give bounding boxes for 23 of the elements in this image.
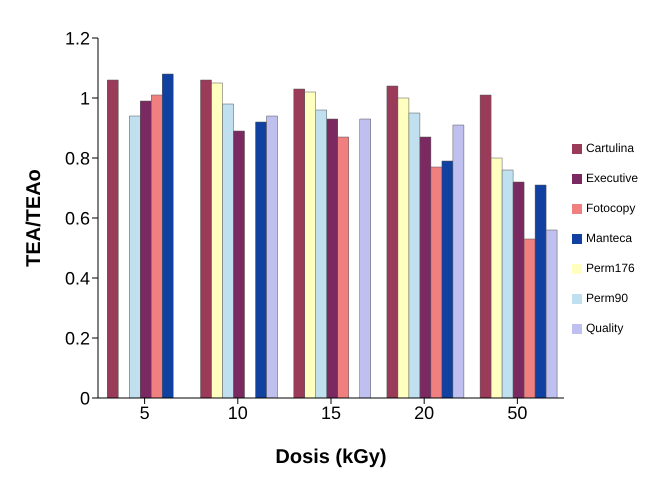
x-tick-label: 50 [507,402,528,423]
x-tick-label: 5 [140,402,150,423]
x-axis-title: Dosis (kGy) [275,446,387,468]
bar [107,80,119,398]
legend-label: Quality [586,321,624,335]
y-tick-label: 0 [80,388,90,408]
legend-label: Perm176 [586,261,635,275]
x-tick-label: 20 [414,402,434,423]
y-tick-label: 0.4 [64,268,90,288]
y-tick-label: 1 [80,88,90,108]
legend-label: Manteca [586,231,632,245]
y-tick-label: 0.2 [64,328,90,348]
y-tick-label: 0.8 [64,148,90,168]
x-tick-label: 10 [228,402,248,423]
y-tick-label: 1.2 [64,28,90,48]
legend-label: Fotocopy [586,201,636,215]
y-tick-label: 0.6 [64,208,90,228]
legend-label: Perm90 [586,291,628,305]
x-tick-label: 15 [320,402,341,423]
legend-label: Executive [586,171,638,185]
legend-label: Cartulina [586,141,634,155]
y-axis-title: TEA/TEAo [23,169,46,267]
bar [359,118,371,398]
